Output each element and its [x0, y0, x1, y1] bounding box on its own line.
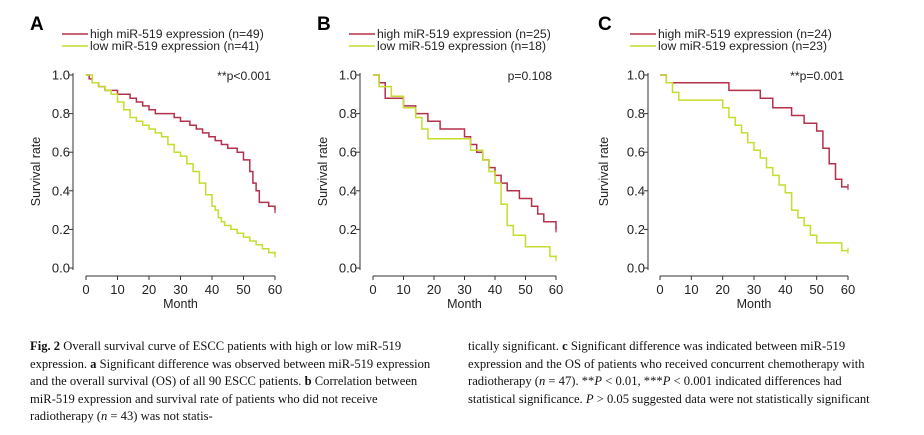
x-tick-label: 20: [715, 282, 729, 297]
legend-label: low miR-519 expression (n=18): [377, 39, 546, 53]
survival-curve: [373, 74, 557, 259]
caption-text: = 47). **: [545, 374, 595, 389]
y-tick-label: 0.6: [627, 145, 645, 160]
y-axis-label: Survival rate: [29, 137, 43, 207]
x-tick-label: 20: [142, 282, 156, 297]
x-tick-label: 10: [684, 282, 698, 297]
legend-label: low miR-519 expression (n=23): [658, 39, 827, 53]
p-value: p=0.108: [508, 69, 553, 83]
caption-panel-c: c: [562, 339, 568, 353]
x-tick-label: 0: [369, 282, 376, 297]
survival-curve: [660, 74, 848, 252]
caption-text: < 0.001 indicated differences had statis…: [468, 374, 842, 406]
y-tick-label: 0.8: [52, 106, 70, 121]
x-tick-label: 30: [457, 282, 471, 297]
x-tick-label: 40: [778, 282, 792, 297]
caption-n-italic: n: [100, 409, 108, 424]
caption-text: > 0.05 suggested data were not statistic…: [593, 391, 870, 406]
x-tick-label: 10: [396, 282, 410, 297]
y-tick-label: 1.0: [52, 68, 70, 83]
figure-caption-right: tically significant. c Significant diffe…: [468, 338, 878, 408]
y-axis-label: Survival rate: [316, 137, 330, 207]
legend-label: high miR-519 expression (n=24): [658, 27, 832, 41]
x-tick-label: 0: [82, 282, 89, 297]
caption-p-italic: P: [662, 374, 671, 389]
x-tick-label: 60: [268, 282, 282, 297]
y-tick-label: 0.0: [52, 261, 70, 276]
x-tick-label: 30: [747, 282, 761, 297]
y-tick-label: 0.4: [339, 183, 357, 198]
caption-text: tically significant.: [468, 339, 563, 353]
p-value: **p=0.001: [790, 69, 844, 83]
caption-text: < 0.01, ***: [602, 374, 663, 389]
x-tick-label: 0: [656, 282, 663, 297]
x-tick-label: 40: [205, 282, 219, 297]
y-tick-label: 0.8: [627, 106, 645, 121]
caption-panel-a: a: [90, 356, 97, 371]
y-tick-label: 1.0: [627, 68, 645, 83]
caption-text: = 43) was not statis-: [107, 409, 213, 424]
legend-label: high miR-519 expression (n=49): [90, 27, 264, 41]
x-axis-label: Month: [163, 297, 198, 311]
legend-label: high miR-519 expression (n=25): [377, 27, 551, 41]
survival-curve: [86, 74, 276, 211]
caption-text: Significant difference was indicated bet…: [468, 339, 865, 389]
panel-letter: A: [30, 14, 44, 35]
x-tick-label: 40: [488, 282, 502, 297]
y-tick-label: 0.8: [339, 106, 357, 121]
caption-fig-label: Fig. 2: [30, 339, 61, 353]
y-tick-label: 1.0: [339, 68, 357, 83]
x-axis-label: Month: [447, 297, 482, 311]
caption-text: Significant difference was observed betw…: [30, 356, 431, 389]
caption-n-italic: n: [538, 374, 546, 389]
p-value: **p<0.001: [217, 69, 271, 83]
x-tick-label: 50: [518, 282, 532, 297]
y-tick-label: 0.4: [52, 183, 70, 198]
y-tick-label: 0.4: [627, 183, 645, 198]
y-tick-label: 0.6: [339, 145, 357, 160]
y-tick-label: 0.6: [52, 145, 70, 160]
caption-text: Correlation between miR-519 expression a…: [30, 374, 418, 424]
x-tick-label: 50: [809, 282, 823, 297]
y-tick-label: 0.0: [627, 261, 645, 276]
caption-panel-b: b: [304, 374, 312, 389]
survival-curve: [86, 74, 276, 255]
figure-caption-left: Fig. 2 Overall survival curve of ESCC pa…: [30, 338, 432, 426]
y-tick-label: 0.2: [52, 222, 70, 237]
panel-letter: C: [598, 14, 612, 35]
x-tick-label: 60: [549, 282, 563, 297]
y-tick-label: 0.2: [339, 222, 357, 237]
panel-letter: B: [317, 14, 331, 35]
y-tick-label: 0.2: [627, 222, 645, 237]
y-tick-label: 0.0: [339, 261, 357, 276]
x-tick-label: 20: [427, 282, 441, 297]
x-tick-label: 10: [110, 282, 124, 297]
x-axis-label: Month: [737, 297, 772, 311]
legend-label: low miR-519 expression (n=41): [90, 39, 259, 53]
caption-p-italic: P: [594, 374, 603, 389]
x-tick-label: 60: [841, 282, 855, 297]
x-tick-label: 50: [236, 282, 250, 297]
y-axis-label: Survival rate: [597, 137, 611, 207]
caption-text: Overall survival curve of ESCC patients …: [30, 339, 402, 371]
caption-p-italic: P: [585, 391, 594, 406]
x-tick-label: 30: [173, 282, 187, 297]
survival-curve: [660, 74, 848, 188]
survival-curve: [373, 74, 557, 230]
